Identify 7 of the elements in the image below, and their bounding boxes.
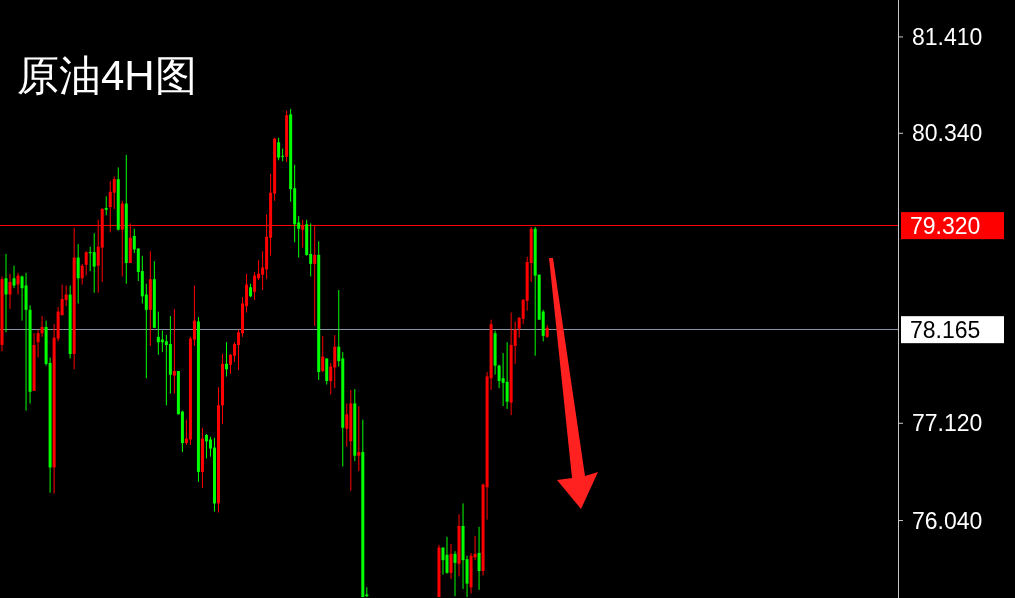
ref-line-label: 79.320 (910, 213, 981, 240)
y-tick-label: 81.410 (912, 23, 983, 50)
text: 原油4H图 (17, 52, 197, 99)
y-tick-label: 76.040 (912, 507, 983, 534)
y-tick-label: 77.120 (912, 410, 983, 437)
y-tick-label: 80.340 (912, 120, 983, 147)
ref-line-label: 78.165 (910, 317, 981, 344)
